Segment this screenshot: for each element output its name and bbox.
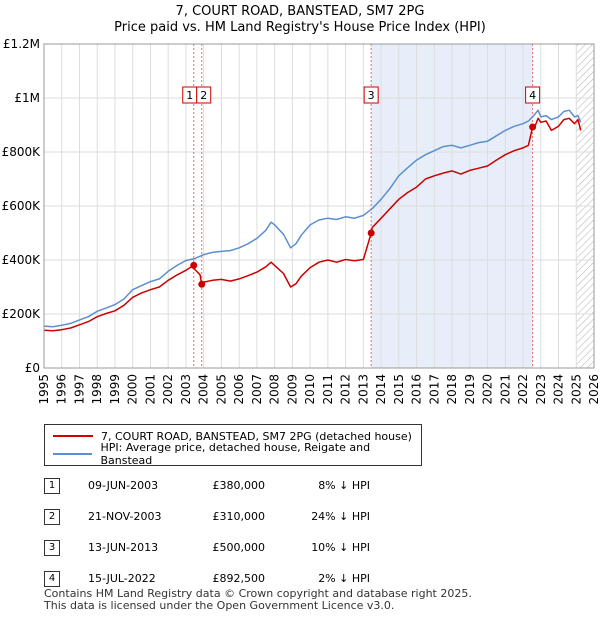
x-tick-label: 1995	[37, 374, 51, 405]
table-row: 3 13-JUN-2013 £500,000 10% ↓ HPI	[40, 534, 580, 565]
x-tick-label: 1998	[90, 374, 104, 405]
x-tick-label: 2002	[161, 374, 175, 405]
y-tick-label: £1.2M	[3, 37, 40, 51]
footer-attribution: Contains HM Land Registry data © Crown c…	[44, 588, 472, 612]
legend-item-hpi: HPI: Average price, detached house, Reig…	[53, 441, 421, 467]
x-tick-label: 2006	[232, 374, 246, 405]
chart-title: 7, COURT ROAD, BANSTEAD, SM7 2PG	[175, 4, 425, 19]
x-tick-label: 2021	[498, 374, 512, 405]
x-tick-label: 1999	[108, 374, 122, 405]
sale-label: 4	[529, 89, 536, 102]
sales-table: 1 09-JUN-2003 £380,000 8% ↓ HPI 2 21-NOV…	[40, 472, 580, 596]
x-tick-label: 2015	[392, 374, 406, 405]
x-tick-label: 2012	[339, 374, 353, 405]
sale-price: £500,000	[212, 541, 266, 554]
x-tick-label: 2008	[268, 374, 282, 405]
x-tick-label: 2007	[250, 374, 264, 405]
sale-label: 2	[200, 89, 207, 102]
sale-price: £892,500	[212, 572, 266, 585]
chart-subtitle: Price paid vs. HM Land Registry's House …	[114, 20, 486, 35]
footer-line-copyright: Contains HM Land Registry data © Crown c…	[44, 587, 472, 600]
x-tick-label: 2020	[481, 374, 495, 405]
sale-price: £380,000	[212, 479, 266, 492]
x-tick-label: 2014	[374, 374, 388, 405]
footer-line-licence: This data is licensed under the Open Gov…	[44, 599, 395, 612]
x-tick-label: 2013	[356, 374, 370, 405]
x-tick-label: 2000	[126, 374, 140, 405]
table-row: 1 09-JUN-2003 £380,000 8% ↓ HPI	[40, 472, 580, 503]
sale-label: 3	[368, 89, 375, 102]
x-tick-label: 2022	[516, 374, 530, 405]
x-tick-label: 2005	[214, 374, 228, 405]
x-tick-label: 2003	[179, 374, 193, 405]
sale-label-box	[525, 86, 541, 104]
y-tick-label: £200K	[2, 307, 42, 321]
legend-label-hpi: HPI: Average price, detached house, Reig…	[100, 441, 371, 467]
x-tick-label: 2001	[143, 374, 157, 405]
x-tick-label: 2004	[197, 374, 211, 405]
sale-point	[367, 229, 375, 237]
table-row: 2 21-NOV-2003 £310,000 24% ↓ HPI	[40, 503, 580, 534]
y-tick-label: £800K	[2, 145, 42, 159]
x-tick-label: 1997	[72, 374, 86, 405]
plot-border	[43, 43, 595, 369]
x-tick-label: 2026	[587, 374, 600, 405]
sale-number-badge: 1	[44, 478, 60, 494]
x-tick-label: 2009	[285, 374, 299, 405]
sale-label: 1	[186, 89, 193, 102]
x-tick-label: 2023	[534, 374, 548, 405]
sale-date: 15-JUL-2022	[88, 572, 156, 585]
sale-number-badge: 3	[44, 540, 60, 556]
chart-legend: 7, COURT ROAD, BANSTEAD, SM7 2PG (detach…	[44, 424, 422, 467]
sale-number-badge: 2	[44, 509, 60, 525]
legend-item-property: 7, COURT ROAD, BANSTEAD, SM7 2PG (detach…	[53, 428, 412, 444]
legend-swatch-hpi	[53, 453, 93, 455]
sale-hpi-diff: 2% ↓ HPI	[318, 572, 370, 585]
sale-date: 09-JUN-2003	[88, 479, 159, 492]
x-tick-label: 2016	[410, 374, 424, 405]
y-tick-label: £400K	[2, 253, 42, 267]
sale-date: 13-JUN-2013	[88, 541, 159, 554]
y-tick-label: £600K	[2, 199, 42, 213]
series-line-property	[43, 117, 582, 332]
legend-swatch-property	[53, 435, 93, 437]
y-tick-label: £1M	[14, 91, 40, 105]
x-tick-label: 2025	[569, 374, 583, 405]
sale-point	[529, 123, 537, 131]
sale-point	[198, 280, 206, 288]
y-tick-label: £0	[25, 361, 40, 375]
x-tick-label: 2018	[445, 374, 459, 405]
sale-hpi-diff: 8% ↓ HPI	[318, 479, 370, 492]
sale-hpi-diff: 24% ↓ HPI	[311, 510, 370, 523]
x-tick-label: 2019	[463, 374, 477, 405]
sale-point	[190, 261, 198, 269]
sale-number-badge: 4	[44, 571, 60, 587]
x-tick-label: 2017	[427, 374, 441, 405]
x-tick-label: 1996	[55, 374, 69, 405]
sale-hpi-diff: 10% ↓ HPI	[311, 541, 370, 554]
sale-label-box	[363, 86, 379, 104]
x-tick-label: 2010	[303, 374, 317, 405]
series-line-hpi	[43, 109, 582, 328]
sale-price: £310,000	[212, 510, 266, 523]
x-tick-label: 2024	[552, 374, 566, 405]
sale-label-box	[196, 86, 212, 104]
legend-label-property: 7, COURT ROAD, BANSTEAD, SM7 2PG (detach…	[101, 429, 412, 443]
sale-date: 21-NOV-2003	[88, 510, 162, 523]
table-row: 4 15-JUL-2022 £892,500 2% ↓ HPI	[40, 565, 580, 596]
x-tick-label: 2011	[321, 374, 335, 405]
